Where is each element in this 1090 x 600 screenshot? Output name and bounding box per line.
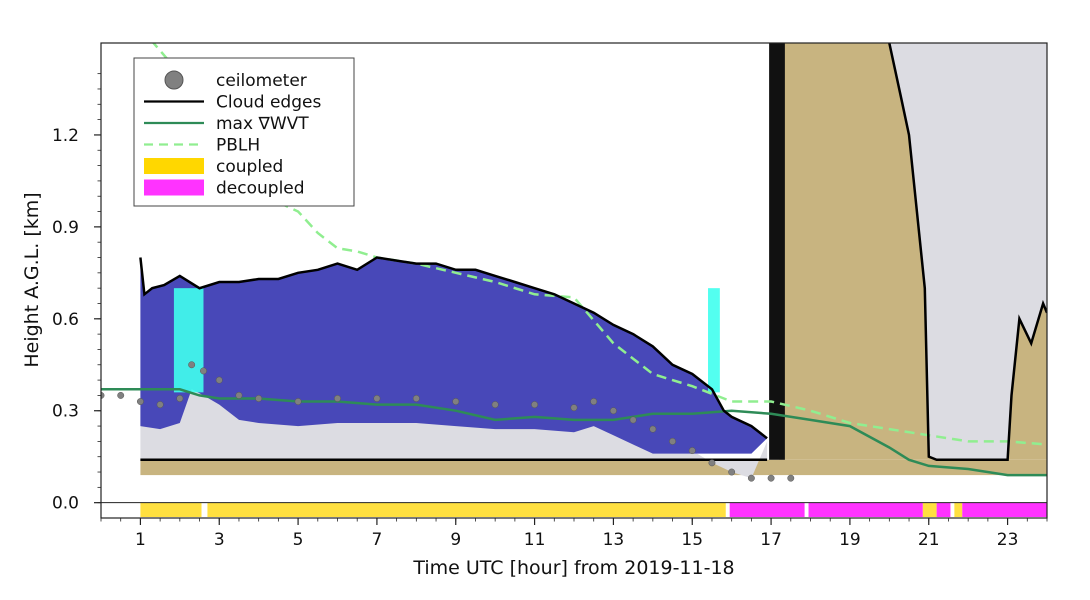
ceilometer-point bbox=[117, 391, 125, 399]
x-tick-label: 19 bbox=[839, 530, 861, 550]
x-tick-label: 23 bbox=[997, 530, 1019, 550]
coupling-segment-2 bbox=[729, 503, 805, 517]
y-axis-label: Height A.G.L. [km] bbox=[21, 192, 43, 367]
surface-band bbox=[140, 459, 1047, 476]
legend-label: PBLH bbox=[216, 136, 260, 156]
y-tick-label: 0.0 bbox=[52, 494, 79, 514]
ceilometer-point bbox=[294, 398, 302, 405]
upper-grey-fill bbox=[889, 43, 1047, 460]
coupling-segment-1 bbox=[207, 503, 726, 517]
legend-swatch-patch bbox=[144, 158, 204, 174]
x-tick-label: 1 bbox=[135, 530, 146, 550]
series-max-wvt-line bbox=[101, 388, 1047, 477]
ceilometer-point bbox=[200, 367, 207, 375]
ceilometer-point bbox=[373, 395, 381, 402]
ceilometer-point bbox=[649, 425, 657, 433]
legend-label: decoupled bbox=[216, 179, 305, 199]
x-tick-label: 9 bbox=[450, 530, 461, 550]
x-tick-label: 7 bbox=[372, 530, 383, 550]
ceilometer-point bbox=[235, 391, 243, 399]
ceilometer-point bbox=[491, 401, 499, 409]
x-tick-label: 3 bbox=[214, 530, 225, 550]
coupling-segment-7 bbox=[962, 503, 1047, 517]
ceilometer-point bbox=[176, 395, 184, 402]
ceilometer-point bbox=[188, 361, 196, 369]
coupling-segment-4 bbox=[922, 503, 937, 517]
ceilometer-point bbox=[590, 398, 598, 405]
cloud-highlight-1 bbox=[708, 288, 720, 393]
x-tick-label: 5 bbox=[293, 530, 304, 550]
ceilometer-point bbox=[767, 474, 775, 482]
ceilometer-point bbox=[156, 401, 164, 409]
x-tick-label: 21 bbox=[918, 530, 940, 550]
legend-label: ceilometer bbox=[216, 71, 307, 91]
x-tick-label: 13 bbox=[603, 530, 625, 550]
axes: 1 3 5 7 9 11 13 15 17 19 21 230.00.30.60.91.2 bbox=[52, 42, 1048, 550]
ceilometer-point bbox=[334, 395, 341, 402]
ceilometer-point bbox=[531, 401, 539, 409]
ceilometer-point bbox=[255, 395, 263, 402]
legend-swatch-ceilometer bbox=[164, 70, 184, 90]
ceilometer-point bbox=[669, 437, 676, 445]
ceilometer-point bbox=[570, 404, 578, 412]
ceilometer-point bbox=[412, 395, 420, 402]
ceilometer-point bbox=[452, 398, 460, 405]
series-cloud-edges-late-line bbox=[888, 43, 1047, 462]
legend-label: Cloud edges bbox=[216, 93, 321, 113]
ceilometer-point bbox=[609, 407, 617, 415]
x-tick-label: 11 bbox=[524, 530, 546, 550]
legend-label: max ∇WVT bbox=[216, 114, 309, 134]
y-tick-label: 1.2 bbox=[52, 126, 79, 146]
ceilometer-point bbox=[787, 474, 795, 482]
series-cloud-edges-line bbox=[139, 256, 768, 440]
coupling-segment-3 bbox=[808, 503, 923, 517]
cloud-highlight-0 bbox=[173, 288, 204, 393]
coupling-segment-6 bbox=[954, 503, 963, 517]
ceilometer-point bbox=[215, 376, 223, 384]
x-tick-label: 17 bbox=[760, 530, 782, 550]
y-tick-label: 0.3 bbox=[52, 402, 79, 422]
ceilometer-point bbox=[136, 398, 144, 405]
ceilometer-point bbox=[747, 474, 755, 482]
x-tick-label: 15 bbox=[681, 530, 703, 550]
y-tick-label: 0.6 bbox=[52, 310, 79, 330]
ceilometer-point bbox=[728, 468, 736, 476]
ceilometer-point bbox=[629, 416, 637, 424]
black-column bbox=[769, 43, 785, 460]
ceilometer-point bbox=[708, 459, 716, 467]
legend-swatch-patch bbox=[144, 179, 204, 196]
ceilometer-point bbox=[688, 447, 696, 455]
legend-label: coupled bbox=[216, 157, 283, 177]
coupling-segment-0 bbox=[140, 503, 202, 517]
x-axis-label: Time UTC [hour] from 2019-11-18 bbox=[412, 557, 734, 579]
coupling-segment-5 bbox=[936, 503, 951, 517]
precip-fill bbox=[779, 43, 1047, 460]
coupling-band bbox=[140, 503, 1047, 517]
series-layer bbox=[101, 43, 1047, 482]
y-tick-label: 0.9 bbox=[52, 218, 79, 238]
